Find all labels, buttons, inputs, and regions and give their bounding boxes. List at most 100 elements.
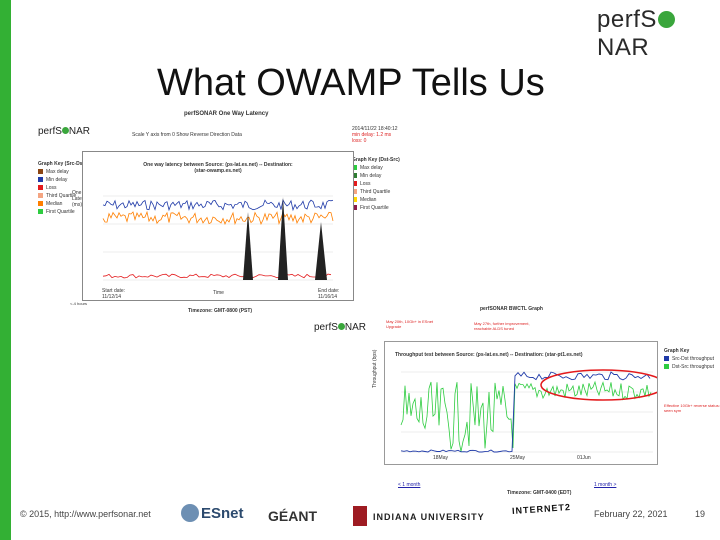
x-tick: 18May	[433, 455, 449, 461]
key-swatch	[352, 205, 357, 210]
slide-date: February 22, 2021	[594, 509, 668, 519]
key-item[interactable]: Loss	[352, 180, 400, 188]
key-item[interactable]: Max delay	[38, 168, 86, 176]
key-label: Third Quartile	[360, 189, 391, 195]
latency-key-left: Graph Key (Src-Dst) Max delay Min delay Lo…	[38, 160, 86, 216]
latency-options[interactable]: Scale Y axis from 0 Show Reverse Directi…	[132, 132, 242, 138]
key-item[interactable]: Loss	[38, 184, 86, 192]
throughput-plot: Throughput test between Source: (ps-lat.…	[384, 341, 658, 465]
latency-heading: perfSONAR One Way Latency	[184, 111, 269, 117]
key-swatch	[38, 209, 43, 214]
logo-text-prefix: perfS	[597, 6, 657, 33]
key-item[interactable]: Src-Dst throughput	[664, 355, 714, 363]
key-swatch	[664, 356, 669, 361]
key-swatch	[38, 185, 43, 190]
logo-text-suffix: NAR	[597, 34, 650, 61]
key-label: Median	[46, 201, 63, 207]
key-swatch	[38, 201, 43, 206]
copyright-text: © 2015, http://www.perfsonar.net	[20, 509, 151, 519]
throughput-logo-prefix: perfS	[314, 322, 338, 333]
key-item[interactable]: Max delay	[352, 164, 400, 172]
iu-trident-icon	[353, 506, 367, 526]
throughput-timezone: Timezone: GMT-0400 (EDT)	[507, 490, 572, 496]
key-swatch	[352, 197, 357, 202]
throughput-logo-circle	[337, 323, 345, 330]
key-label: Loss	[360, 181, 371, 187]
end-label: End date:	[318, 288, 340, 294]
perfsonar-logo: perfSNAR	[597, 6, 720, 62]
latency-logo-prefix: perfS	[38, 126, 62, 137]
key-item[interactable]: Median	[38, 200, 86, 208]
stat-line: loss: 0	[352, 138, 367, 144]
spike-mark	[278, 197, 288, 280]
key-label: Max delay	[360, 165, 383, 171]
key-label: First Quartile	[46, 209, 75, 215]
logo-o-circle	[657, 11, 675, 28]
latency-prev-link[interactable]: <-4 hours	[70, 301, 88, 306]
latency-key-right: Graph Key (Dst-Src) Max delay Min delay Lo…	[352, 156, 400, 212]
latency-plot: One way latency between Source: (ps-lat.…	[82, 151, 354, 301]
key-item[interactable]: First Quartile	[38, 208, 86, 216]
throughput-graph-screenshot: perfSONAR BWCTL Graph perfS NAR May 20th,…	[312, 303, 720, 500]
latency-start-date: Start date: 11/12/14	[102, 288, 125, 300]
key-swatch	[352, 181, 357, 186]
esnet-logo: ESnet	[181, 504, 244, 522]
latency-timezone: Timezone: GMT-0800 (PST)	[188, 308, 253, 314]
spike-mark	[315, 222, 327, 280]
throughput-graph-title: Throughput test between Source: (ps-lat.…	[395, 352, 583, 358]
src-dst-throughput-line	[400, 371, 651, 453]
annotation: May 27th, further improvement, reachable…	[474, 321, 530, 331]
key-label: Src-Dst throughput	[672, 356, 714, 362]
latency-plot-svg	[102, 195, 334, 281]
latency-graph-title: One way latency between Source: (ps-lat.…	[143, 162, 293, 174]
page-number: 19	[695, 509, 706, 519]
key-item[interactable]: Min delay	[38, 176, 86, 184]
key-item[interactable]: Min delay	[352, 172, 400, 180]
start-label: Start date:	[102, 288, 126, 294]
esnet-globe-icon	[181, 504, 199, 522]
annotation: Effective 10Gb+ reverse status: seen sym	[664, 403, 720, 413]
throughput-next-link[interactable]: 1 month >	[594, 482, 617, 488]
latency-graph-screenshot: perfSONAR One Way Latency perfS NAR Scale…	[34, 108, 404, 314]
median-line	[102, 210, 334, 226]
end-value: 11/16/14	[318, 294, 338, 300]
latency-perfsonar-logo: perfS NAR	[38, 126, 90, 137]
latency-logo-circle	[61, 127, 69, 134]
key-label: Min delay	[360, 173, 382, 179]
latency-end-date: End date: 11/16/14	[318, 288, 339, 300]
esnet-text: ESnet	[201, 505, 244, 522]
key-item[interactable]: First Quartile	[352, 204, 400, 212]
spike-mark	[243, 212, 253, 280]
throughput-y-label: Throughput (bps)	[372, 349, 378, 388]
key-label: Max delay	[46, 169, 69, 175]
throughput-key: Graph Key Src-Dst throughput Dst-Src thro…	[664, 347, 714, 371]
key-item[interactable]: Median	[352, 196, 400, 204]
key-swatch	[352, 189, 357, 194]
key-heading: Graph Key (Src-Dst)	[38, 161, 86, 167]
key-swatch	[38, 193, 43, 198]
key-label: Dst-Src throughput	[672, 364, 714, 370]
iu-text: INDIANA UNIVERSITY	[373, 512, 485, 522]
throughput-heading: perfSONAR BWCTL Graph	[480, 306, 543, 312]
indiana-university-logo: INDIANA UNIVERSITY	[353, 506, 485, 526]
left-accent-bar	[0, 0, 11, 540]
annotation: May 20th, 10Gb+ in ESnet Upgrade	[386, 319, 434, 329]
key-swatch	[664, 364, 669, 369]
key-swatch	[38, 177, 43, 182]
stat-line: 2014/11/22 18:40:12	[352, 126, 398, 132]
throughput-prev-link[interactable]: < 1 month	[398, 482, 421, 488]
throughput-plot-svg	[400, 369, 657, 453]
throughput-perfsonar-logo: perfS NAR	[314, 322, 366, 333]
key-heading: Graph Key (Dst-Src)	[352, 157, 400, 163]
internet2-logo: INTERNET2	[511, 501, 572, 517]
key-label: Median	[360, 197, 377, 203]
key-label: Loss	[46, 185, 57, 191]
slide-title: What OWAMP Tells Us	[157, 62, 545, 104]
dst-src-throughput-line	[400, 380, 652, 452]
min-delay-line	[102, 198, 334, 212]
key-item[interactable]: Third Quartile	[352, 188, 400, 196]
key-swatch	[352, 165, 357, 170]
latency-stats: 2014/11/22 18:40:12 min delay: 1.2 ms lo…	[352, 126, 398, 144]
key-item[interactable]: Third Quartile	[38, 192, 86, 200]
key-item[interactable]: Dst-Src throughput	[664, 363, 714, 371]
